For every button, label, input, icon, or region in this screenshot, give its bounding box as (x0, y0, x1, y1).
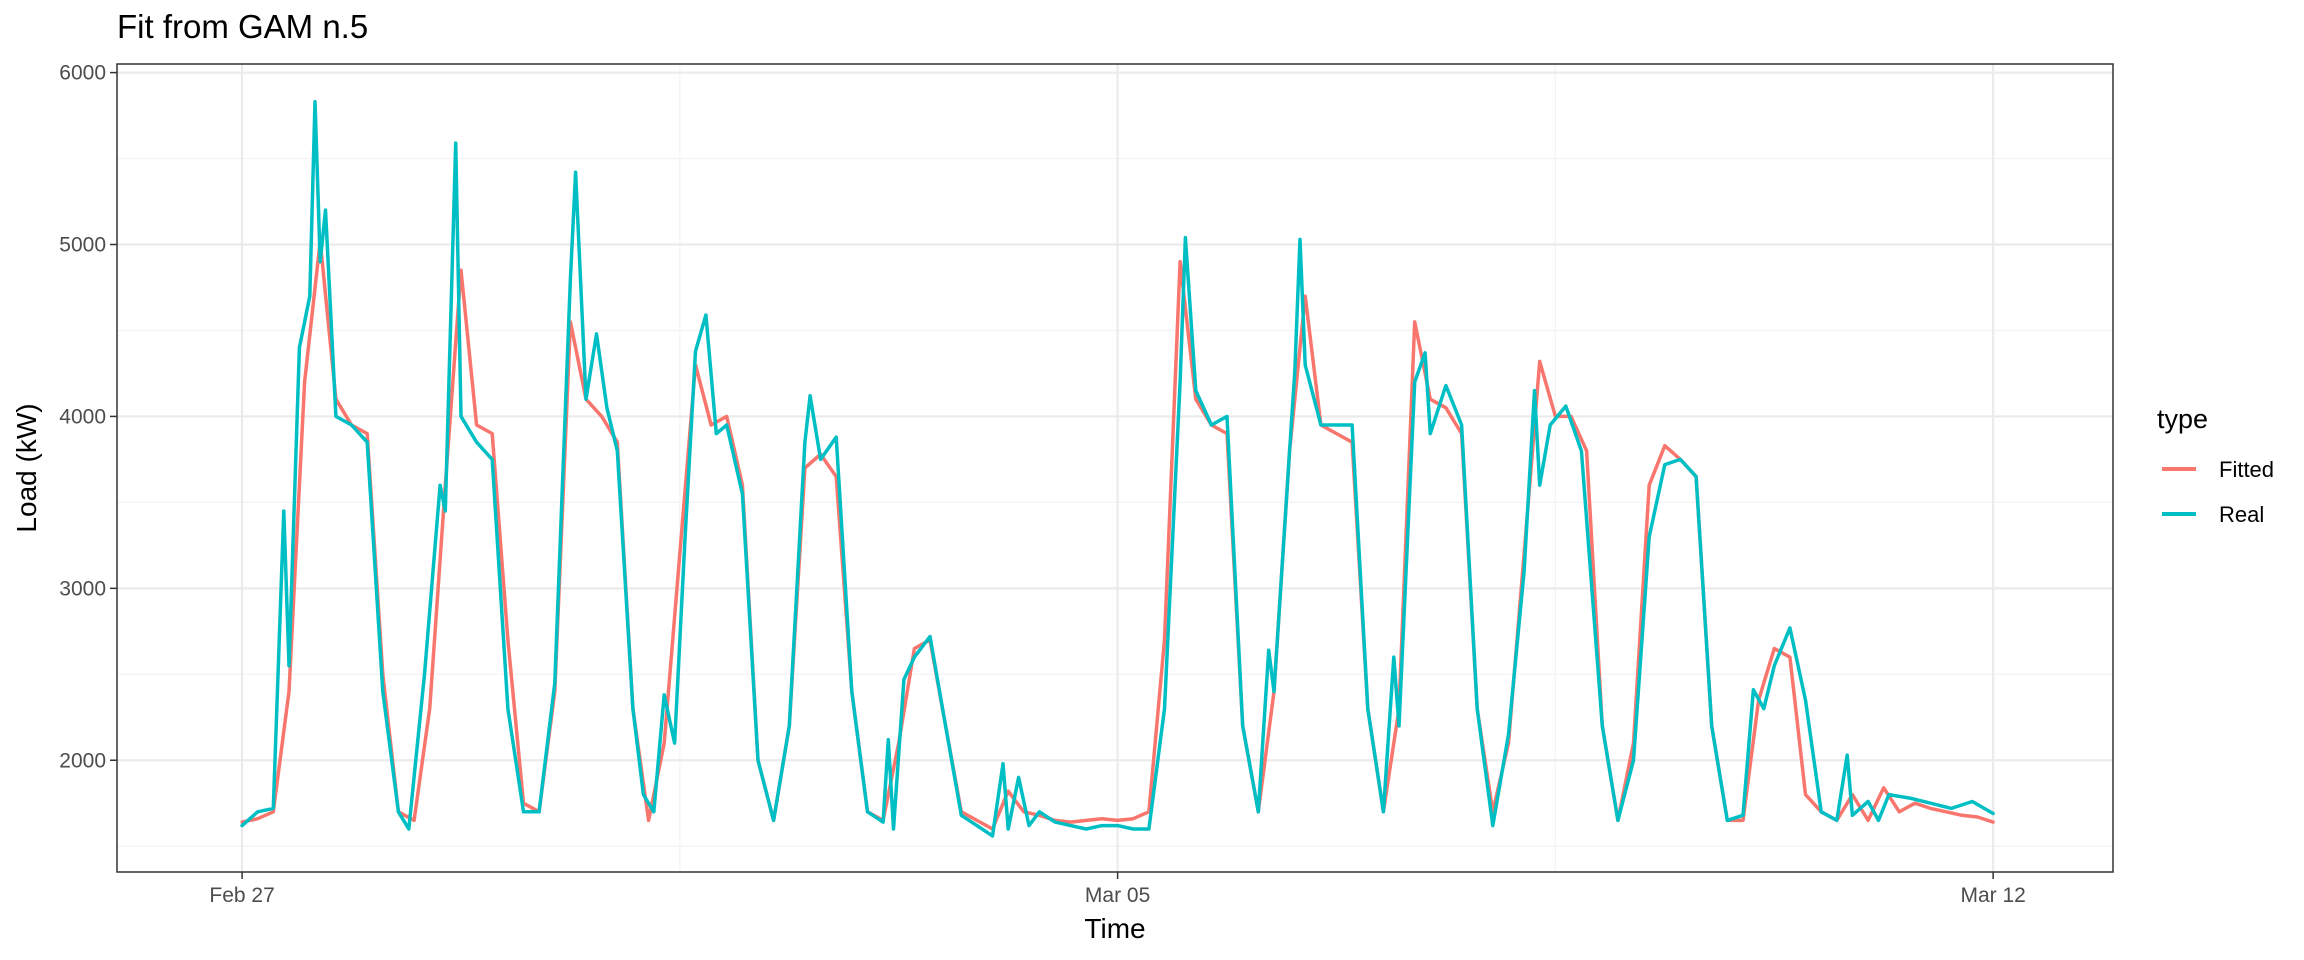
y-tick-label: 6000 (59, 62, 106, 85)
y-tick-label: 4000 (59, 405, 106, 428)
y-axis: 2000 3000 4000 5000 6000 (59, 62, 117, 772)
legend-title: type (2157, 404, 2208, 434)
x-tick-label: Mar 05 (1085, 884, 1150, 907)
y-tick-label: 3000 (59, 577, 106, 600)
y-tick-label: 5000 (59, 234, 106, 257)
x-tick-label: Mar 12 (1960, 884, 2025, 907)
grid-major (117, 64, 2113, 872)
chart-title: Fit from GAM n.5 (117, 8, 368, 45)
x-axis: Feb 27 Mar 05 Mar 12 (209, 872, 2026, 907)
x-tick-label: Feb 27 (209, 884, 274, 907)
legend-items: Fitted Real (2162, 457, 2274, 527)
plot-border (116, 63, 2114, 873)
legend-label-fitted: Fitted (2219, 457, 2274, 482)
legend-label-real: Real (2219, 502, 2264, 527)
plot-panel (117, 64, 2113, 872)
series-line-real (240, 100, 1995, 838)
series-layer (240, 100, 1995, 838)
y-tick-label: 2000 (59, 749, 106, 772)
x-axis-title: Time (1084, 913, 1145, 944)
grid-minor (117, 64, 2113, 872)
legend: type Fitted Real (2157, 404, 2274, 527)
y-axis-title: Load (kW) (11, 403, 42, 532)
